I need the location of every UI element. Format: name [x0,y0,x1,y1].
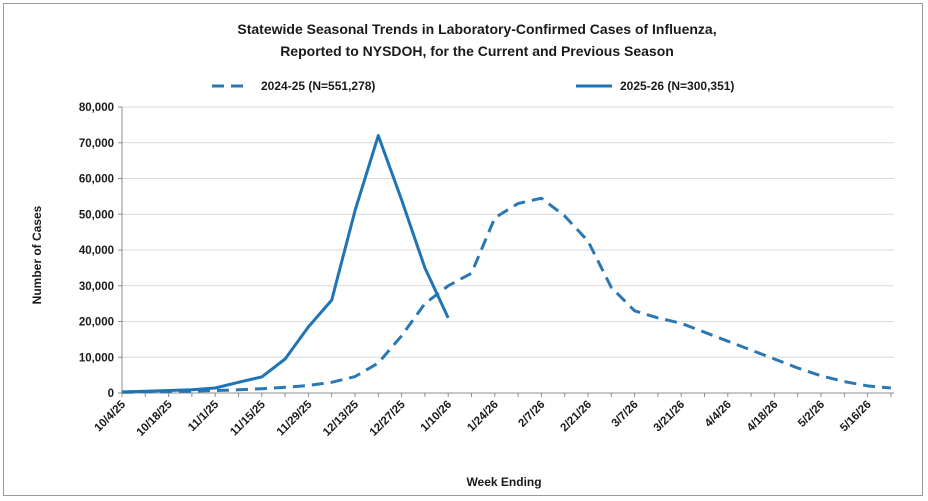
x-tick-label: 2/7/26 [516,399,547,430]
legend-label-2024-25: 2024-25 (N=551,278) [261,79,375,93]
x-tick-label: 4/4/26 [703,399,734,430]
x-tick-label: 5/16/26 [838,399,874,435]
x-tick-labels: 10/4/25 10/18/25 11/1/25 11/15/25 11/29/25 12… [93,398,874,439]
plot-series [121,134,892,394]
x-tick-label: 3/21/26 [652,399,688,435]
axes [118,106,894,397]
x-tick-label: 12/27/25 [368,398,409,439]
y-tick-label: 0 [108,388,114,400]
y-tick-label: 80,000 [79,102,114,114]
legend: 2024-25 (N=551,278) 2025-26 (N=300,351) [212,79,734,93]
y-tick-labels: 0 10,000 20,000 30,000 40,000 50,000 60,000 70,… [79,102,114,400]
x-tick-label: 10/18/25 [135,398,176,439]
chart-frame: Statewide Seasonal Trends in Laboratory-… [3,3,923,496]
series-line-2024-25 [121,196,892,394]
x-tick-label: 2/21/26 [559,399,595,435]
x-tick-label: 1/24/26 [465,399,501,435]
y-tick-label: 70,000 [79,138,114,150]
y-tick-label: 60,000 [79,174,114,186]
x-tick-label: 11/29/25 [275,398,315,438]
y-tick-label: 40,000 [79,245,114,257]
x-axis-title: Week Ending [466,475,541,489]
y-tick-label: 20,000 [79,317,114,329]
chart-canvas: Statewide Seasonal Trends in Laboratory-… [30,21,894,489]
y-tick-label: 10,000 [79,352,114,364]
chart-subtitle: Reported to NYSDOH, for the Current and … [280,43,674,59]
gridlines [122,106,894,358]
y-tick-label: 30,000 [79,281,114,293]
x-tick-label: 4/18/26 [745,399,781,435]
y-tick-label: 50,000 [79,209,114,221]
x-tick-label: 1/10/26 [419,399,455,435]
chart-title: Statewide Seasonal Trends in Laboratory-… [237,21,716,37]
x-tick-label: 11/1/25 [186,398,222,434]
x-tick-label: 10/4/25 [93,398,129,434]
series-line-2025-26 [121,134,450,394]
x-tick-label: 12/13/25 [321,398,362,439]
y-axis-title: Number of Cases [30,205,44,304]
x-tick-label: 3/7/26 [610,399,641,430]
x-tick-label: 11/15/25 [228,398,268,438]
legend-label-2025-26: 2025-26 (N=300,351) [620,79,734,93]
x-tick-label: 5/2/26 [796,399,827,430]
